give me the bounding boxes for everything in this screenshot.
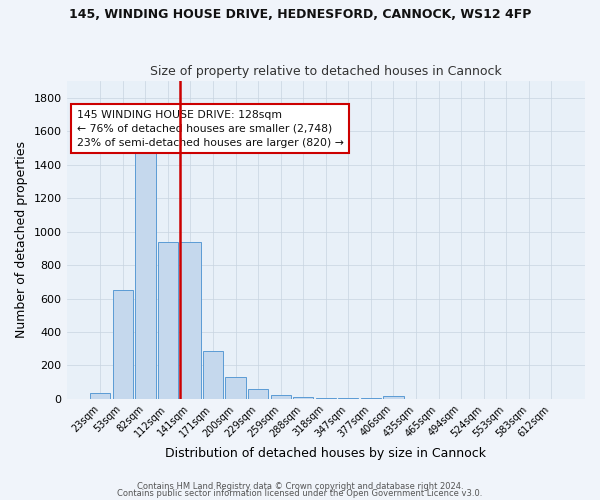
Bar <box>203 351 223 399</box>
Bar <box>90 392 110 399</box>
Text: 145 WINDING HOUSE DRIVE: 128sqm
← 76% of detached houses are smaller (2,748)
23%: 145 WINDING HOUSE DRIVE: 128sqm ← 76% of… <box>77 110 344 148</box>
Bar <box>113 290 133 399</box>
Bar <box>316 398 336 399</box>
Bar <box>248 389 268 399</box>
Bar <box>158 242 178 399</box>
Bar <box>226 377 246 399</box>
Bar <box>271 395 291 399</box>
Text: Contains HM Land Registry data © Crown copyright and database right 2024.: Contains HM Land Registry data © Crown c… <box>137 482 463 491</box>
Bar <box>361 398 381 399</box>
Text: Contains public sector information licensed under the Open Government Licence v3: Contains public sector information licen… <box>118 489 482 498</box>
Title: Size of property relative to detached houses in Cannock: Size of property relative to detached ho… <box>150 66 502 78</box>
Bar <box>338 398 358 399</box>
Bar <box>135 152 155 399</box>
Text: 145, WINDING HOUSE DRIVE, HEDNESFORD, CANNOCK, WS12 4FP: 145, WINDING HOUSE DRIVE, HEDNESFORD, CA… <box>69 8 531 20</box>
Bar <box>181 242 200 399</box>
Bar <box>383 396 404 399</box>
X-axis label: Distribution of detached houses by size in Cannock: Distribution of detached houses by size … <box>165 447 486 460</box>
Y-axis label: Number of detached properties: Number of detached properties <box>15 142 28 338</box>
Bar <box>293 397 313 399</box>
